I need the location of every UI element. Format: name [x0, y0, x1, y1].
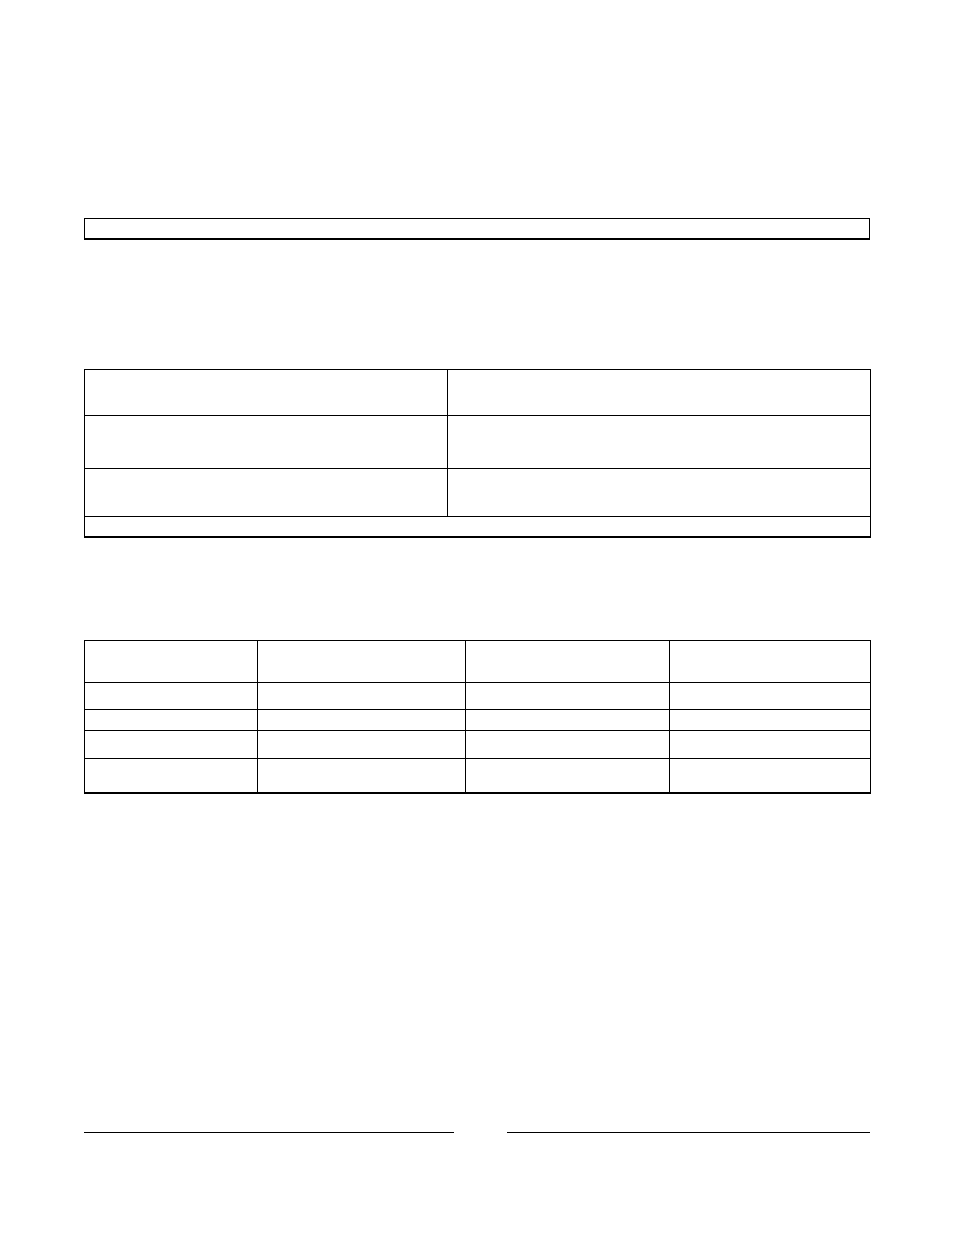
table-cell [258, 710, 466, 731]
table-cell [670, 710, 871, 731]
table-2 [84, 640, 871, 794]
table-cell [466, 710, 670, 731]
table-cell [258, 641, 466, 683]
signature-line-left [84, 1132, 454, 1133]
table-row [85, 683, 871, 710]
table-cell [85, 731, 258, 759]
table-cell [85, 416, 448, 469]
table-cell [670, 731, 871, 759]
table-row [85, 370, 871, 416]
table-cell [258, 759, 466, 793]
table-row [85, 641, 871, 683]
table-row [85, 710, 871, 731]
table-cell [466, 759, 670, 793]
table-cell [85, 370, 448, 416]
table-cell [85, 759, 258, 793]
table-cell [448, 469, 871, 517]
table-cell [85, 710, 258, 731]
table-row [85, 759, 871, 793]
top-field-box [84, 218, 870, 240]
signature-line-right [507, 1132, 870, 1133]
table-cell [258, 683, 466, 710]
table-cell [466, 683, 670, 710]
table-cell [670, 641, 871, 683]
table-row [85, 416, 871, 469]
table-row [85, 731, 871, 759]
table-cell [670, 759, 871, 793]
table-cell [85, 517, 871, 537]
table-cell [448, 370, 871, 416]
table-cell [85, 641, 258, 683]
table-cell [670, 683, 871, 710]
table-cell [466, 641, 670, 683]
table-1 [84, 369, 871, 538]
table-row [85, 469, 871, 517]
table-cell [85, 469, 448, 517]
table-row [85, 517, 871, 537]
table-cell [258, 731, 466, 759]
table-cell [466, 731, 670, 759]
table-cell [448, 416, 871, 469]
table-cell [85, 683, 258, 710]
